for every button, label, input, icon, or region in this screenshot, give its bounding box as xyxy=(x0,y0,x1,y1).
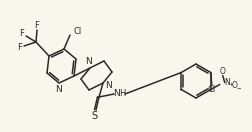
Text: H: H xyxy=(119,89,125,98)
Text: −: − xyxy=(237,85,241,90)
Text: Cl: Cl xyxy=(208,85,216,94)
Text: N: N xyxy=(105,81,111,91)
Text: O: O xyxy=(232,81,238,90)
Text: N: N xyxy=(86,58,92,67)
Text: N: N xyxy=(225,78,231,87)
Text: Cl: Cl xyxy=(74,27,82,36)
Text: S: S xyxy=(91,111,97,121)
Text: N: N xyxy=(55,84,61,93)
Text: F: F xyxy=(20,29,24,39)
Text: +: + xyxy=(229,82,233,87)
Text: F: F xyxy=(18,43,22,51)
Text: N: N xyxy=(113,89,120,98)
Text: F: F xyxy=(35,22,39,30)
Text: O: O xyxy=(220,67,226,76)
